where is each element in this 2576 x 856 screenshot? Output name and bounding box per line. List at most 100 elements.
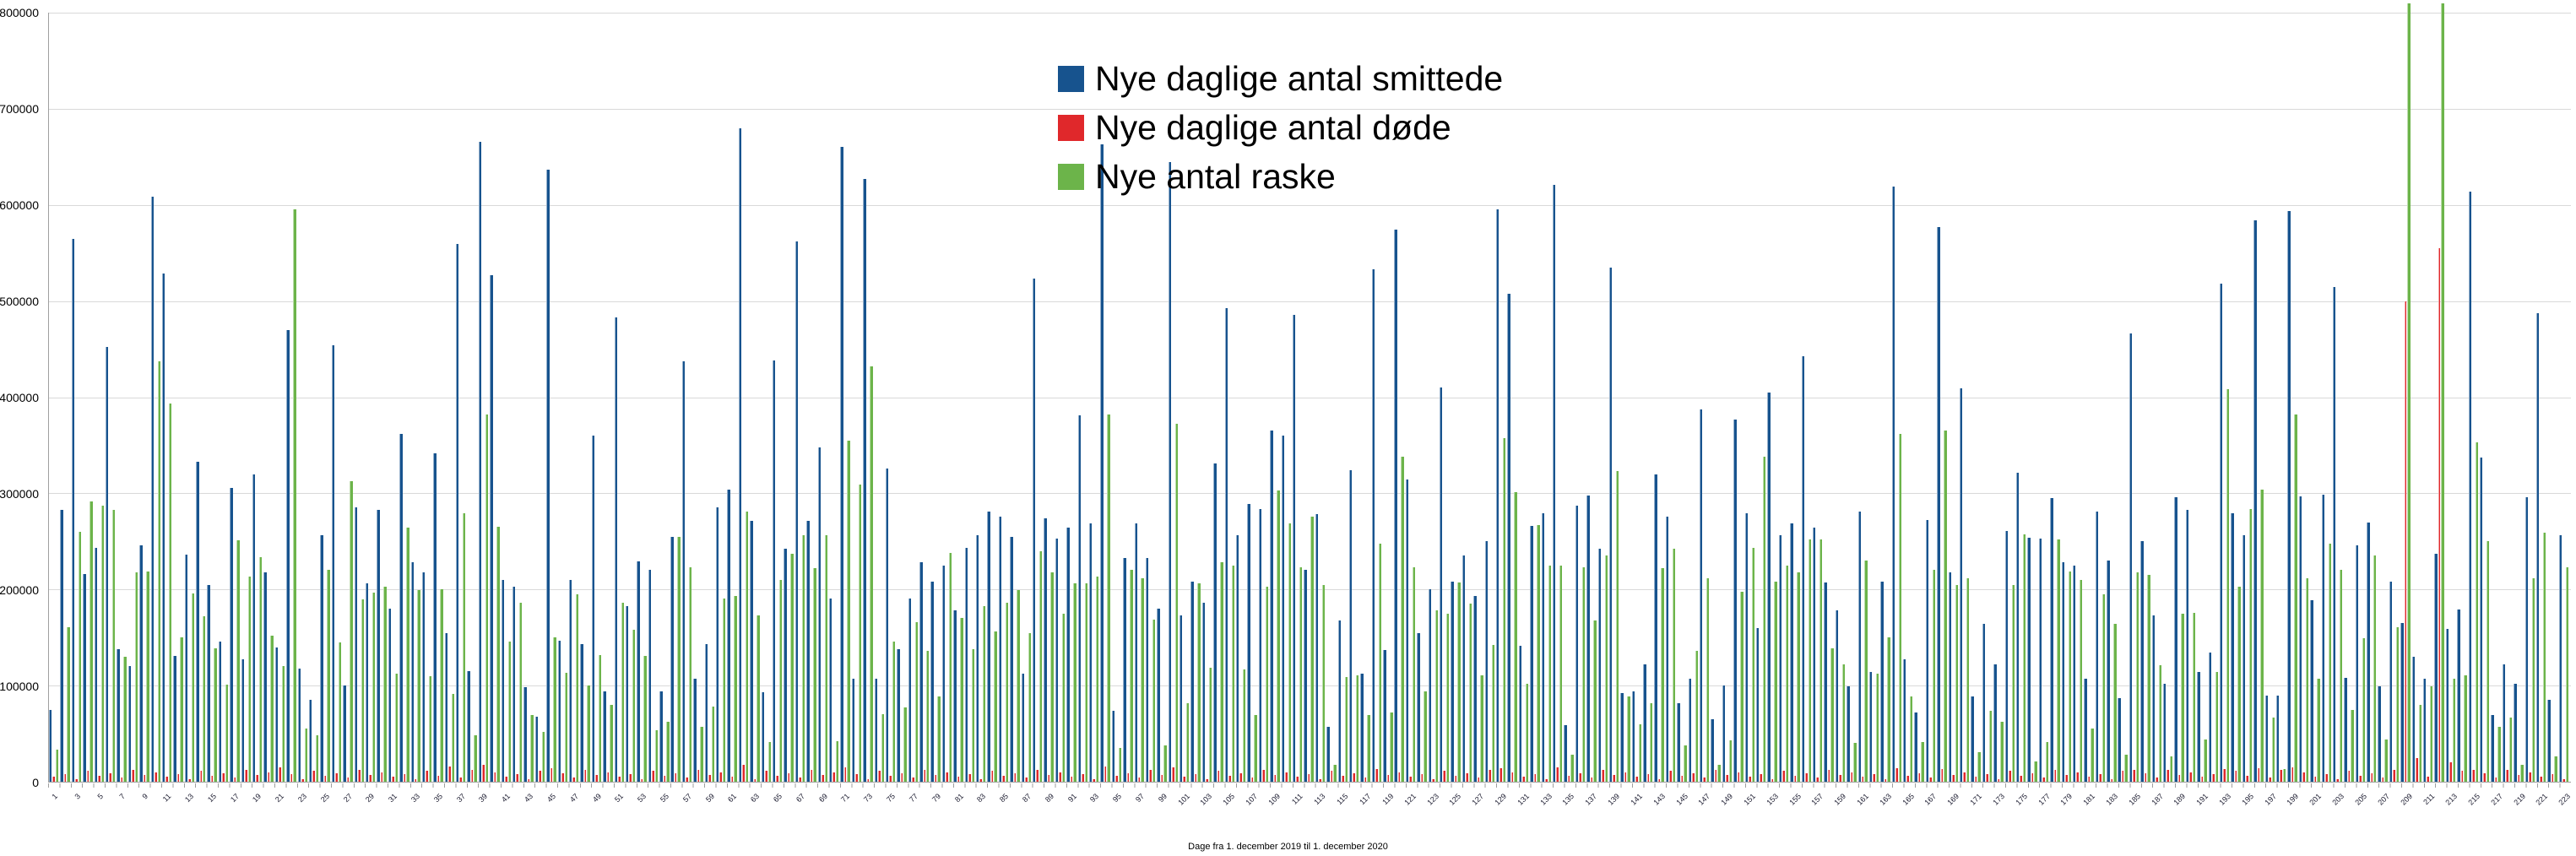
x-tick-slot: 221 xyxy=(2535,788,2550,826)
bar xyxy=(1857,512,1861,782)
bar xyxy=(474,735,477,782)
bar xyxy=(236,540,240,782)
bar xyxy=(659,691,663,782)
bar xyxy=(2449,762,2452,782)
bar xyxy=(1073,583,1076,782)
bar xyxy=(824,535,827,782)
bar xyxy=(976,535,979,782)
bar xyxy=(365,583,369,782)
bar xyxy=(338,642,342,782)
bar xyxy=(1364,777,1367,782)
bar xyxy=(1258,508,1262,782)
bar xyxy=(1477,777,1480,782)
day-group xyxy=(2378,13,2389,782)
day-group xyxy=(1258,13,1270,782)
day-group xyxy=(1473,13,1484,782)
bar xyxy=(1017,590,1020,782)
bar xyxy=(2558,535,2562,782)
bar xyxy=(553,637,556,782)
bar xyxy=(1044,517,1047,782)
bar xyxy=(241,659,245,782)
bar xyxy=(2011,584,2015,782)
bar xyxy=(1371,269,1375,782)
bar xyxy=(1451,582,1454,782)
bar xyxy=(2226,389,2230,782)
bar xyxy=(2050,498,2053,782)
day-group xyxy=(286,13,297,782)
x-tick-label: 69 xyxy=(816,792,829,805)
bar xyxy=(1100,144,1104,782)
bar xyxy=(1948,572,1952,782)
bar xyxy=(738,127,742,782)
day-group xyxy=(523,13,534,782)
bar xyxy=(1107,414,1110,782)
bar xyxy=(591,436,595,782)
bar xyxy=(1982,624,1986,782)
bar xyxy=(1163,745,1167,782)
bar xyxy=(203,616,206,782)
bar xyxy=(132,770,134,782)
bar xyxy=(858,485,862,782)
x-tick-slot: 179 xyxy=(2059,788,2074,826)
bar xyxy=(2324,773,2328,782)
bar xyxy=(2246,776,2248,782)
bar xyxy=(1330,771,1333,782)
x-tick-slot: 117 xyxy=(1358,788,1372,826)
bar xyxy=(541,731,545,782)
bar xyxy=(1383,650,1386,782)
x-tick-slot: 7 xyxy=(116,788,127,826)
day-group xyxy=(1847,13,1857,782)
x-tick-slot: 133 xyxy=(1538,788,1554,826)
bar xyxy=(331,345,335,782)
bar xyxy=(394,674,399,782)
day-group xyxy=(1960,13,1971,782)
bar xyxy=(637,561,640,782)
x-tick-slot xyxy=(534,788,545,826)
day-group xyxy=(1348,13,1360,782)
bar xyxy=(222,772,225,782)
day-group xyxy=(1394,13,1405,782)
bar xyxy=(1661,568,1664,782)
bar xyxy=(1898,433,1902,782)
bar xyxy=(1348,470,1353,782)
bar xyxy=(1307,773,1310,782)
x-tick-slot: 3 xyxy=(71,788,82,826)
x-tick-label: 55 xyxy=(658,792,671,805)
bar xyxy=(1394,230,1397,782)
x-tick-label: 97 xyxy=(1133,792,1147,805)
bar xyxy=(704,644,708,782)
day-group xyxy=(1417,13,1428,782)
bar xyxy=(2031,772,2034,782)
x-tick-slot xyxy=(1599,788,1610,826)
bar xyxy=(603,691,606,782)
bar xyxy=(233,777,236,782)
bar xyxy=(1454,776,1457,782)
day-group xyxy=(1903,13,1914,782)
bar xyxy=(983,605,986,782)
bar xyxy=(1088,523,1093,782)
bar xyxy=(1917,772,1921,782)
bar xyxy=(343,685,346,782)
x-tick-slot: 157 xyxy=(1810,788,1825,826)
bar xyxy=(1420,773,1424,782)
bar xyxy=(1236,535,1239,782)
bar xyxy=(1190,582,1194,782)
bar xyxy=(643,655,647,782)
x-tick-slot: 155 xyxy=(1787,788,1803,826)
x-tick-slot: 73 xyxy=(862,788,874,826)
bar xyxy=(2294,414,2297,782)
bar xyxy=(2133,770,2135,782)
day-group xyxy=(127,13,139,782)
x-tick-slot xyxy=(467,788,478,826)
x-tick-slot: 19 xyxy=(251,788,263,826)
bar xyxy=(2118,697,2121,782)
day-group xyxy=(1654,13,1665,782)
day-group xyxy=(976,13,987,782)
bar xyxy=(821,775,824,782)
bar xyxy=(1875,674,1879,782)
bar xyxy=(1466,772,1468,782)
x-tick-label: 5 xyxy=(95,792,105,801)
day-group xyxy=(704,13,716,782)
x-tick-slot: 121 xyxy=(1402,788,1418,826)
bar xyxy=(773,360,776,782)
